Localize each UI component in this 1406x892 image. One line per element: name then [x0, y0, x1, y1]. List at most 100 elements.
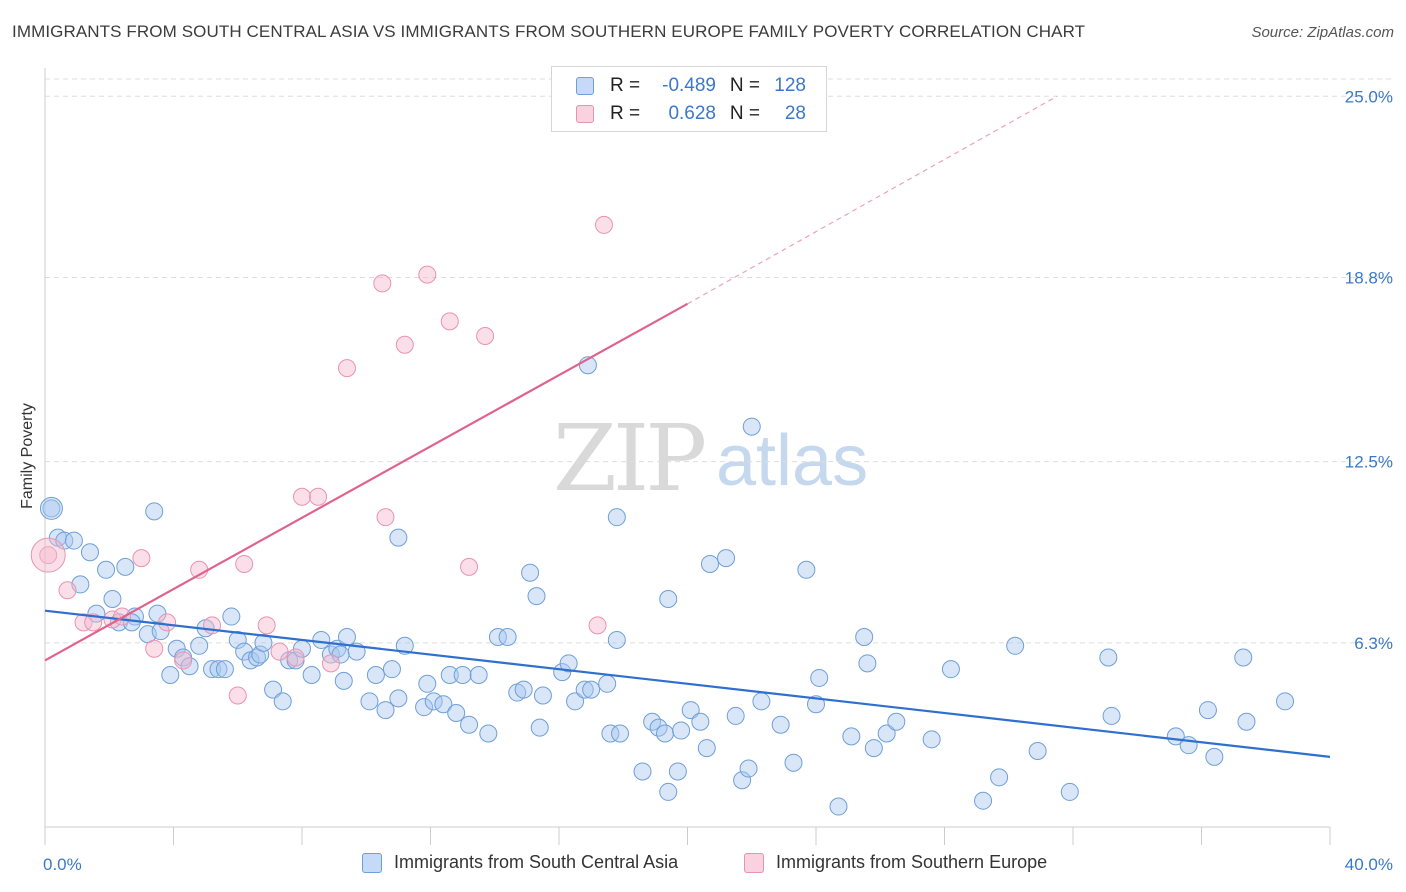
data-point-south-central-asia	[209, 660, 228, 679]
data-point-south-central-asia	[434, 695, 453, 714]
data-point-south-central-asia	[222, 607, 241, 626]
data-point-south-central-asia	[659, 782, 678, 801]
series-legend-label: Immigrants from Southern Europe	[776, 852, 1048, 872]
data-point-south-central-asia	[382, 660, 401, 679]
data-point-southern-europe	[84, 613, 103, 632]
data-point-southern-europe	[293, 487, 311, 506]
data-point-south-central-asia	[376, 701, 395, 720]
data-point-south-central-asia	[656, 724, 675, 743]
data-point-south-central-asia	[190, 636, 209, 655]
data-point-south-central-asia	[389, 528, 408, 547]
data-point-south-central-asia	[1028, 742, 1047, 761]
x-tick-label-max: 40.0%	[1345, 855, 1393, 874]
data-point-south-central-asia	[864, 739, 883, 758]
data-point-south-central-asia	[1060, 782, 1079, 801]
data-point-south-central-asia	[842, 727, 861, 746]
data-point-south-central-asia	[498, 628, 517, 647]
data-point-south-central-asia	[1237, 712, 1256, 731]
data-point-south-central-asia	[145, 502, 164, 521]
data-point-south-central-asia	[360, 692, 379, 711]
data-point-south-central-asia	[530, 718, 549, 737]
chart-title: IMMIGRANTS FROM SOUTH CENTRAL ASIA VS IM…	[12, 22, 1086, 41]
data-point-south-central-asia	[337, 628, 356, 647]
data-point-south-central-asia	[807, 695, 825, 714]
data-point-southern-europe	[460, 557, 479, 576]
data-point-south-central-asia	[1276, 692, 1295, 711]
data-point-south-central-asia	[215, 660, 234, 679]
series-legend: Immigrants from South Central Asia Immig…	[0, 852, 1406, 878]
data-point-south-central-asia	[389, 689, 408, 708]
data-point-south-central-asia	[1006, 636, 1025, 655]
data-point-south-central-asia	[601, 724, 620, 743]
watermark-zip: ZIP	[553, 405, 707, 512]
series-legend-item-south-central-asia[interactable]: Immigrants from South Central Asia	[362, 852, 678, 873]
data-point-south-central-asia	[974, 791, 993, 810]
data-point-south-central-asia	[633, 762, 652, 781]
data-point-south-central-asia	[566, 692, 585, 711]
data-point-southern-europe	[174, 651, 193, 670]
data-point-southern-europe	[228, 686, 247, 705]
data-point-south-central-asia	[488, 628, 507, 647]
data-point-south-central-asia	[559, 654, 578, 673]
data-point-southern-europe	[373, 274, 392, 293]
data-point-south-central-asia	[469, 666, 488, 685]
data-point-southern-europe	[286, 648, 305, 667]
data-point-south-central-asia	[726, 706, 745, 725]
trend-line-south-central-asia	[44, 609, 1331, 758]
y-tick-label: 6.3%	[1354, 634, 1393, 653]
data-point-southern-europe	[39, 546, 58, 565]
data-point-south-central-asia	[1099, 648, 1118, 667]
data-point-southern-europe	[235, 554, 254, 573]
data-point-south-central-asia	[415, 698, 434, 717]
series-legend-item-southern-europe[interactable]: Immigrants from Southern Europe	[744, 852, 1047, 873]
data-point-south-central-asia	[251, 645, 270, 664]
data-point-south-central-asia	[742, 417, 761, 436]
data-point-southern-europe	[588, 616, 607, 635]
trend-extension-southern-europe	[687, 95, 1058, 305]
data-point-southern-europe	[74, 613, 93, 632]
source-label: Source: ZipAtlas.com	[1251, 24, 1394, 41]
data-point-southern-europe	[58, 581, 77, 600]
legend-row-south-central-asia: R = -0.489 N = 128	[552, 73, 806, 99]
data-point-south-central-asia	[797, 560, 816, 579]
data-point-southern-europe	[395, 335, 414, 354]
data-point-southern-europe	[594, 215, 613, 234]
data-point-south-central-asia	[440, 666, 459, 685]
y-tick-label: 25.0%	[1345, 87, 1393, 106]
data-point-south-central-asia	[855, 628, 874, 647]
data-point-south-central-asia	[273, 692, 292, 711]
data-point-southern-europe	[376, 508, 395, 527]
data-point-south-central-asia	[752, 692, 771, 711]
data-point-south-central-asia	[395, 636, 414, 655]
data-point-south-central-asia	[116, 557, 135, 576]
y-tick-label: 18.8%	[1345, 269, 1393, 288]
data-point-southern-europe	[257, 616, 276, 635]
data-point-south-central-asia	[691, 712, 710, 731]
data-point-southern-europe	[418, 265, 437, 284]
legend-r-value: 0.628	[668, 103, 716, 124]
data-point-south-central-asia-large	[39, 496, 63, 520]
legend-r-label: R =	[610, 103, 641, 124]
data-point-south-central-asia	[302, 666, 321, 685]
legend-n-value: 28	[784, 103, 806, 124]
data-point-south-central-asia	[697, 739, 716, 758]
data-point-south-central-asia	[203, 660, 222, 679]
data-point-south-central-asia	[877, 724, 896, 743]
data-point-south-central-asia	[514, 680, 533, 699]
data-point-south-central-asia	[810, 668, 829, 687]
legend-swatch-blue	[576, 77, 594, 95]
data-point-south-central-asia	[672, 721, 691, 740]
data-point-south-central-asia	[607, 508, 626, 527]
data-point-south-central-asia	[521, 563, 540, 582]
data-point-south-central-asia	[64, 531, 83, 550]
data-point-south-central-asia	[582, 680, 601, 699]
data-point-south-central-asia	[858, 654, 877, 673]
series-swatch-blue	[362, 852, 382, 873]
data-point-south-central-asia	[254, 633, 273, 652]
data-point-south-central-asia	[575, 680, 594, 699]
data-point-south-central-asia	[733, 771, 752, 790]
data-point-south-central-asia	[312, 630, 331, 649]
data-point-south-central-asia	[990, 768, 1009, 787]
legend-n-value: 128	[774, 75, 806, 96]
